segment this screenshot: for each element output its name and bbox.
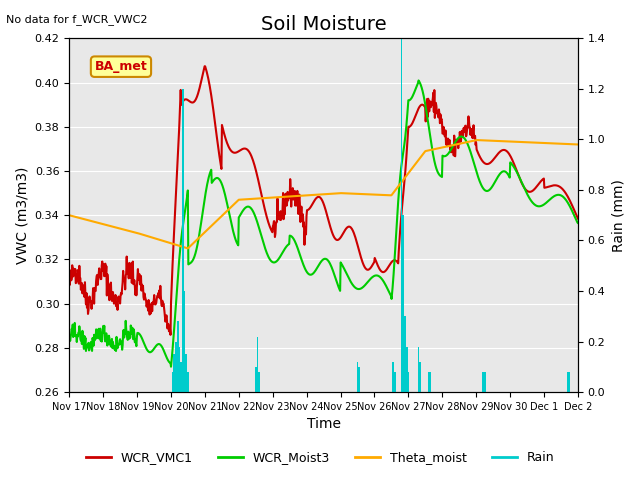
Bar (482, 372, 484, 392)
Bar (403, 215, 404, 392)
Bar (180, 362, 182, 392)
Bar (406, 347, 408, 392)
Bar (419, 362, 421, 392)
Bar (358, 367, 360, 392)
Bar (187, 372, 189, 392)
Bar (259, 372, 260, 392)
Bar (257, 336, 259, 392)
Bar (179, 347, 180, 392)
Bar (356, 362, 358, 392)
Bar (569, 372, 570, 392)
Bar (177, 322, 179, 392)
Bar (255, 367, 257, 392)
Bar (172, 372, 173, 392)
Bar (175, 342, 177, 392)
Bar (401, 38, 403, 392)
Bar (408, 372, 409, 392)
Y-axis label: Rain (mm): Rain (mm) (611, 179, 625, 252)
Bar (184, 291, 186, 392)
Bar (182, 89, 184, 392)
Bar (567, 372, 569, 392)
Legend: WCR_VMC1, WCR_Moist3, Theta_moist, Rain: WCR_VMC1, WCR_Moist3, Theta_moist, Rain (81, 446, 559, 469)
Bar (428, 372, 429, 392)
Y-axis label: VWC (m3/m3): VWC (m3/m3) (15, 167, 29, 264)
Bar (429, 372, 431, 392)
Bar (418, 347, 419, 392)
Bar (394, 372, 396, 392)
Text: No data for f_WCR_VWC2: No data for f_WCR_VWC2 (6, 14, 148, 25)
Bar (392, 362, 394, 392)
Title: Soil Moisture: Soil Moisture (260, 15, 387, 34)
X-axis label: Time: Time (307, 418, 340, 432)
Bar (404, 316, 406, 392)
Text: BA_met: BA_met (95, 60, 147, 73)
Bar (484, 372, 486, 392)
Bar (173, 354, 175, 392)
Bar (186, 354, 187, 392)
